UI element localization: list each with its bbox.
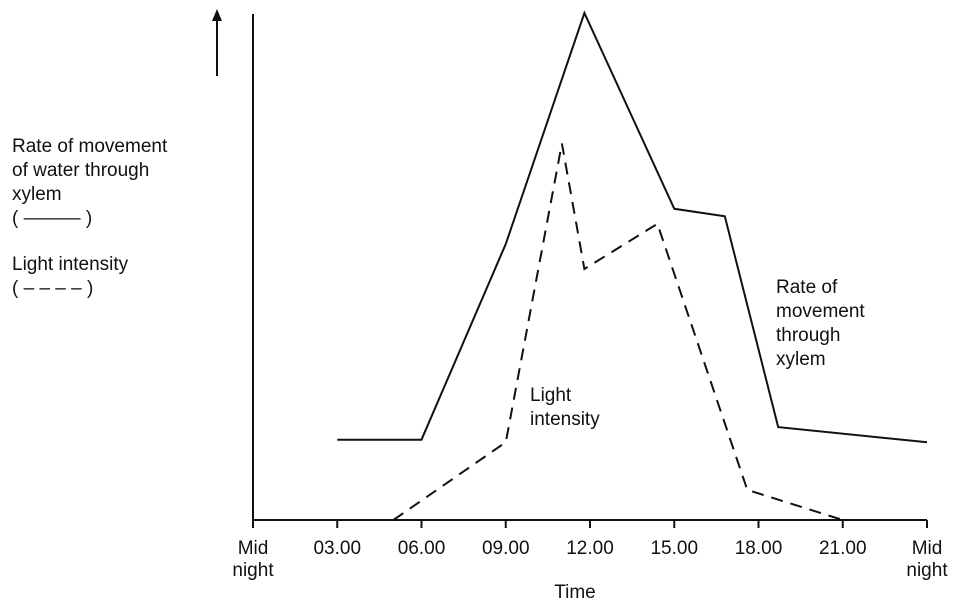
xylem-series-line bbox=[337, 10, 928, 444]
light-series-line bbox=[392, 143, 844, 521]
x-tick-label: 18.00 bbox=[734, 538, 783, 559]
legend-spacer bbox=[12, 231, 167, 253]
x-tick-label: 09.00 bbox=[481, 538, 530, 559]
light-series-annotation: Light intensity bbox=[530, 384, 600, 432]
y-direction-arrow-head bbox=[212, 9, 222, 21]
x-tick-label: 12.00 bbox=[566, 538, 614, 559]
x-axis-title: Time bbox=[554, 582, 596, 603]
annotation-line: through bbox=[776, 325, 841, 346]
annotation-line: intensity bbox=[530, 409, 600, 430]
x-tick-label: Mid night bbox=[906, 538, 948, 581]
x-tick-label: 03.00 bbox=[313, 538, 362, 559]
x-tick-label: 15.00 bbox=[650, 538, 699, 559]
y-axis-label-line: xylem bbox=[12, 184, 62, 205]
annotation-line: xylem bbox=[776, 349, 826, 370]
annotation-line: Rate of bbox=[776, 277, 838, 298]
y-axis-label-line: Light intensity bbox=[12, 254, 129, 275]
x-tick-label: Mid night bbox=[232, 538, 274, 581]
y-axis-label: Rate of movement of water through xylem … bbox=[12, 135, 167, 301]
light-legend-key: ( – – – – ) bbox=[12, 278, 94, 299]
xylem-series-annotation: Rate of movement through xylem bbox=[776, 276, 865, 372]
x-tick-label: 06.00 bbox=[397, 538, 446, 559]
y-axis-label-line: Rate of movement bbox=[12, 136, 168, 157]
annotation-line: Light bbox=[530, 385, 572, 406]
x-tick-label: 21.00 bbox=[818, 538, 867, 559]
xylem-legend-key: ( ——— ) bbox=[12, 208, 93, 229]
y-axis-label-line: of water through bbox=[12, 160, 150, 181]
annotation-line: movement bbox=[776, 301, 865, 322]
